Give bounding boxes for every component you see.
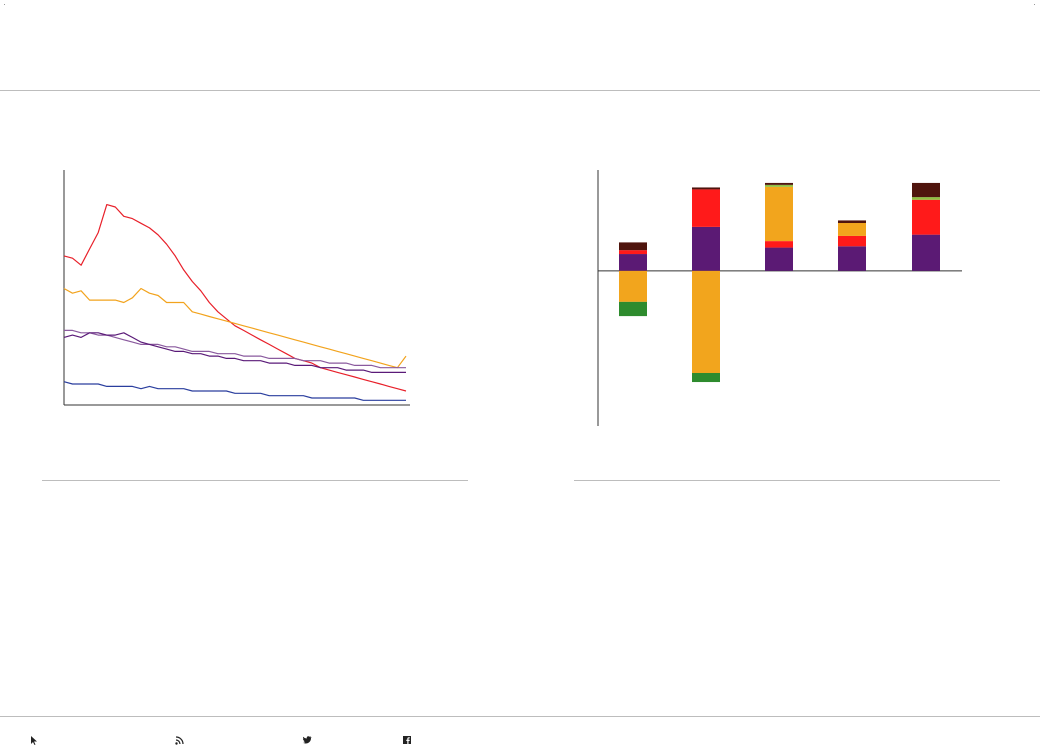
bar-3-segment-3 — [765, 186, 793, 242]
facebook-icon[interactable] — [403, 736, 413, 746]
corner-mark-left — [4, 4, 5, 5]
bar-4-segment-4 — [838, 220, 866, 224]
bar-2-segment-3 — [692, 187, 720, 190]
bar-3-segment-4 — [765, 184, 793, 187]
bar-1-segment-3 — [619, 242, 647, 251]
bar-4-segment-2 — [838, 235, 866, 247]
line-chart — [63, 170, 410, 406]
footer-divider — [0, 716, 1040, 717]
bar-1-segment-2 — [619, 250, 647, 255]
bar-1-segment-5 — [619, 301, 647, 317]
bar-5-segment-3 — [912, 197, 940, 200]
bar-3-segment-1 — [765, 247, 793, 271]
series-line-1 — [63, 203, 407, 392]
bar-chart-panel — [590, 160, 970, 430]
twitter-icon[interactable] — [303, 736, 313, 746]
bar-1-segment-4 — [619, 270, 647, 302]
bar-chart-divider — [574, 480, 1000, 481]
bar-5-segment-4 — [912, 182, 940, 198]
bar-4-segment-1 — [838, 246, 866, 271]
bar-5-segment-1 — [912, 234, 940, 271]
line-chart-divider — [42, 480, 468, 481]
series-line-3 — [64, 329, 406, 369]
bar-2-segment-1 — [692, 226, 720, 271]
bar-2-segment-5 — [692, 372, 720, 383]
series-line-4 — [63, 332, 406, 373]
cursor-icon[interactable] — [30, 736, 40, 746]
bar-3-segment-5 — [765, 182, 793, 185]
series-line-2 — [63, 287, 407, 369]
bar-3-segment-2 — [765, 241, 793, 248]
footer — [0, 716, 1040, 749]
series-line-5 — [63, 381, 406, 401]
header-divider — [0, 90, 1040, 91]
bar-4-segment-3 — [838, 223, 866, 236]
rss-icon[interactable] — [175, 736, 185, 746]
bar-2-segment-2 — [692, 189, 720, 227]
corner-mark-right — [1034, 4, 1035, 5]
bar-2-segment-4 — [692, 270, 720, 373]
line-chart-panel — [40, 160, 430, 420]
bar-5-segment-2 — [912, 199, 940, 235]
bar-1-segment-1 — [619, 254, 647, 271]
stacked-bar-chart — [597, 170, 962, 426]
